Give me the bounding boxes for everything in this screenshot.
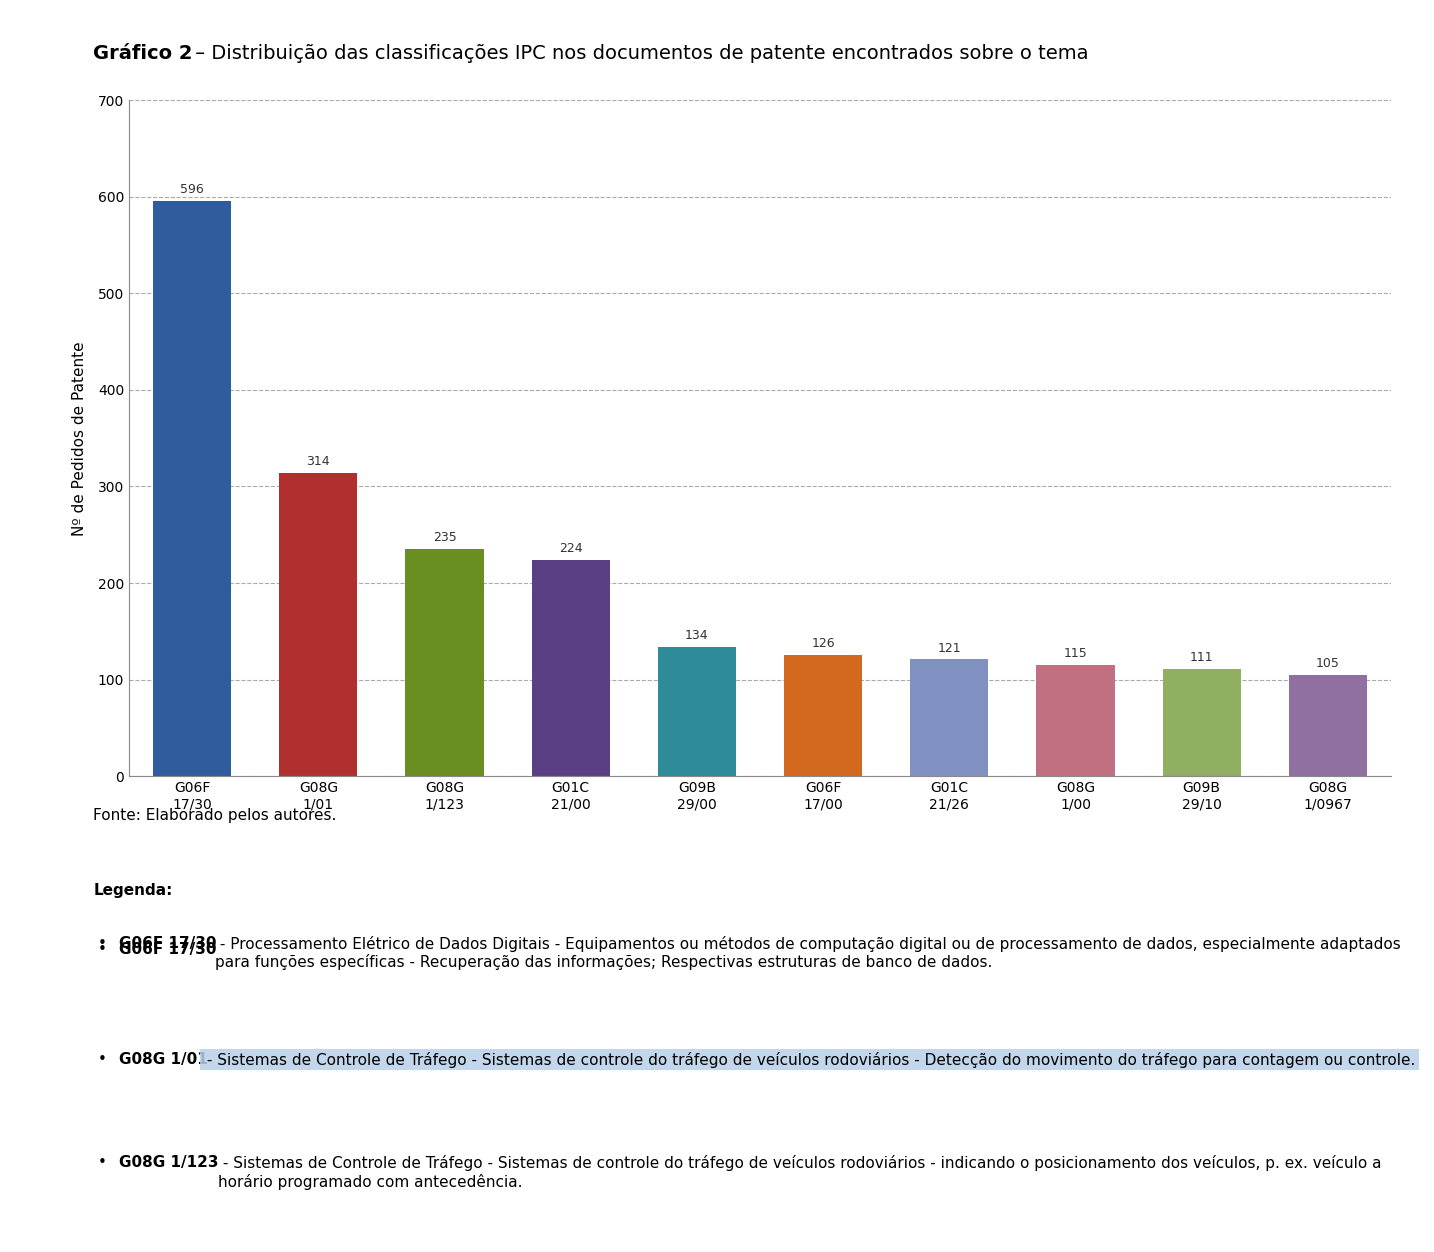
Text: Gráfico 2: Gráfico 2 [93, 44, 192, 63]
Text: 111: 111 [1190, 651, 1213, 665]
Bar [406, 550, 483, 776]
Text: - Sistemas de Controle de Tráfego - Sistemas de controle do tráfego de veículos : - Sistemas de Controle de Tráfego - Sist… [202, 1052, 1415, 1068]
Bar [911, 660, 988, 776]
Bar [532, 560, 609, 776]
Text: 134: 134 [685, 629, 708, 642]
Bar [1037, 665, 1114, 776]
Bar [658, 647, 736, 776]
Text: 224: 224 [559, 542, 582, 555]
Text: G06F 17/30: G06F 17/30 [119, 935, 217, 950]
Text: 235: 235 [433, 531, 456, 545]
Text: G08G 1/123: G08G 1/123 [119, 1154, 218, 1169]
Y-axis label: Nº de Pedidos de Patente: Nº de Pedidos de Patente [72, 341, 86, 536]
Bar [280, 473, 357, 776]
Text: •: • [98, 1154, 106, 1169]
Text: G06F 17/30: G06F 17/30 [119, 942, 217, 957]
Text: - Sistemas de Controle de Tráfego - Sistemas de controle do tráfego de veículos : - Sistemas de Controle de Tráfego - Sist… [218, 1154, 1381, 1189]
Text: - Processamento Elétrico de Dados Digitais - Equipamentos ou métodos de computaç: - Processamento Elétrico de Dados Digita… [215, 935, 1401, 970]
Text: 121: 121 [938, 641, 961, 655]
Text: 126: 126 [812, 637, 835, 650]
Text: Fonte: Elaborado pelos autores.: Fonte: Elaborado pelos autores. [93, 808, 337, 823]
Text: •: • [98, 1052, 106, 1067]
Text: – Distribuição das classificações IPC nos documentos de patente encontrados sobr: – Distribuição das classificações IPC no… [189, 44, 1088, 63]
Text: 314: 314 [307, 456, 330, 468]
Text: •: • [98, 936, 106, 950]
Text: G08G 1/01: G08G 1/01 [119, 1052, 208, 1067]
Text: 105: 105 [1316, 657, 1339, 670]
Bar [784, 655, 862, 776]
Bar [153, 200, 231, 776]
Text: •: • [98, 942, 106, 957]
Bar [1163, 669, 1240, 776]
Text: Legenda:: Legenda: [93, 883, 172, 898]
Text: 596: 596 [181, 183, 204, 195]
Bar [1289, 675, 1367, 776]
Text: 115: 115 [1064, 647, 1087, 660]
